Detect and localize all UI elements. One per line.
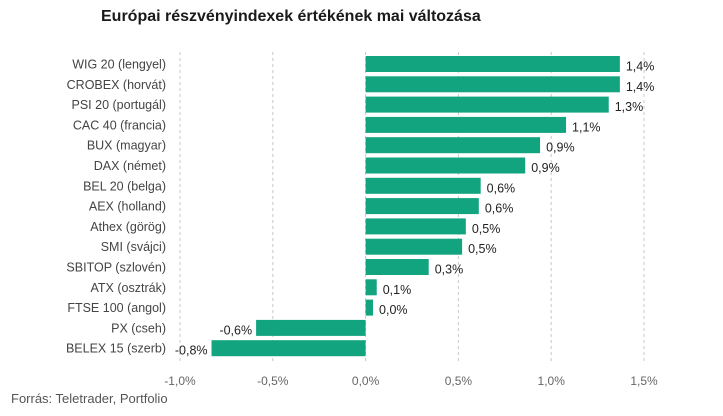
source-note: Forrás: Teletrader, Portfolio	[11, 391, 168, 406]
category-label: AEX (holland)	[89, 200, 166, 214]
value-label: 1,4%	[626, 60, 655, 74]
category-label: DAX (német)	[94, 159, 166, 173]
bars	[211, 56, 620, 357]
category-labels: WIG 20 (lengyel) CROBEX (horvát) PSI 20 (p…	[66, 58, 166, 356]
value-label: 0,1%	[383, 283, 412, 297]
category-label: WIG 20 (lengyel)	[72, 58, 166, 72]
chart-title: Európai részvényindexek értékének mai vá…	[101, 8, 481, 25]
category-label: BELEX 15 (szerb)	[66, 342, 166, 356]
bar	[365, 259, 429, 275]
value-label: 0,6%	[485, 202, 514, 216]
bar-chart: WIG 20 (lengyel) CROBEX (horvát) PSI 20 (p…	[66, 52, 658, 388]
value-label: 1,3%	[615, 100, 644, 114]
bar	[365, 238, 463, 255]
value-label: 1,1%	[572, 120, 601, 134]
bar	[365, 198, 479, 215]
x-tick-label: 1,0%	[538, 374, 566, 388]
x-tick-label: -1,0%	[164, 374, 196, 388]
bar	[365, 218, 466, 235]
category-label: BEL 20 (belga)	[83, 179, 166, 193]
x-tick-label: 0,5%	[445, 374, 473, 388]
category-label: SMI (svájci)	[101, 240, 166, 254]
value-label: -0,8%	[175, 344, 208, 358]
value-labels: 1,4% 1,4% 1,3% 1,1% 0,9% 0,9% 0,6% 0,6% 0,5% 0,5%…	[175, 60, 654, 358]
category-label: Athex (görög)	[90, 220, 166, 234]
bar	[365, 299, 374, 316]
category-label: BUX (magyar)	[87, 139, 166, 153]
value-label: 0,5%	[472, 222, 501, 236]
bar	[365, 137, 541, 154]
value-label: 0,6%	[487, 181, 516, 195]
category-label: CROBEX (horvát)	[67, 78, 166, 92]
bar	[365, 279, 377, 296]
bar	[365, 56, 620, 72]
bar	[211, 340, 366, 357]
value-label: -0,6%	[219, 323, 252, 337]
bar	[365, 157, 526, 174]
category-label: CAC 40 (francia)	[73, 118, 166, 132]
x-axis-ticks: -1,0% -0,5% 0,0% 0,5% 1,0% 1,5%	[164, 374, 658, 388]
value-label: 0,9%	[531, 161, 560, 175]
bar	[365, 76, 620, 93]
category-label: FTSE 100 (angol)	[67, 301, 166, 315]
value-label: 0,0%	[379, 303, 408, 317]
bar	[365, 96, 609, 113]
value-label: 0,9%	[546, 141, 575, 155]
bar	[256, 319, 366, 336]
bar	[365, 116, 567, 133]
category-label: PSI 20 (portugál)	[72, 98, 167, 112]
value-label: 0,3%	[435, 263, 464, 277]
x-tick-label: 1,5%	[630, 374, 658, 388]
bar	[365, 177, 481, 194]
x-tick-label: 0,0%	[352, 374, 380, 388]
value-label: 1,4%	[626, 80, 655, 94]
category-label: SBITOP (szlovén)	[66, 261, 166, 275]
category-label: ATX (osztrák)	[91, 281, 166, 295]
category-label: PX (cseh)	[111, 321, 166, 335]
x-tick-label: -0,5%	[257, 374, 289, 388]
value-label: 0,5%	[468, 242, 497, 256]
